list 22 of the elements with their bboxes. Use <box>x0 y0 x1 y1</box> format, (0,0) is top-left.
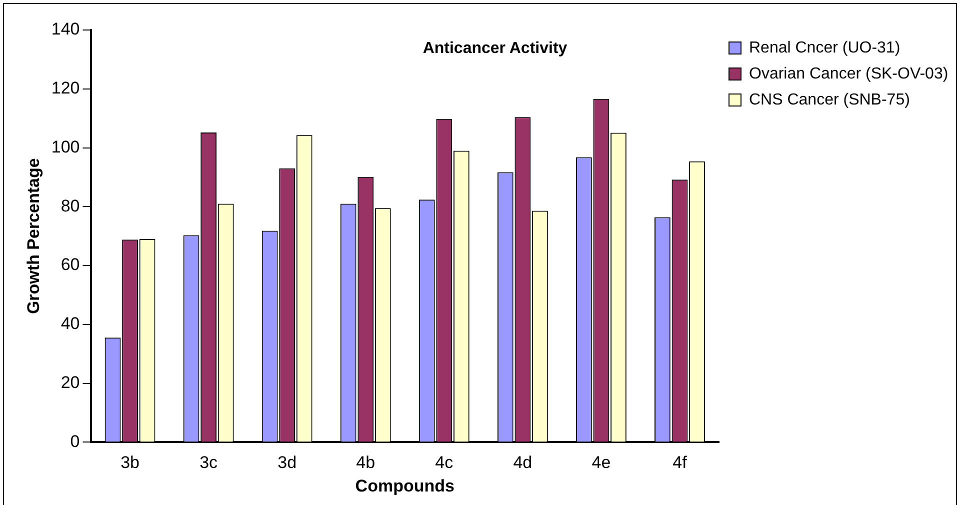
y-tick-label: 20 <box>60 373 80 392</box>
x-tick-label: 4c <box>435 453 454 472</box>
legend-label: CNS Cancer (SNB-75) <box>749 91 910 108</box>
text: Anticancer Activity <box>422 40 568 58</box>
x-tick-label: 3b <box>120 453 140 472</box>
y-tick-label: 40 <box>60 314 80 334</box>
y-axis-title: Growth Percentage <box>24 158 43 314</box>
x-tick-label: 4b <box>356 453 376 472</box>
x-tick-label: 4e <box>592 453 611 472</box>
x-tick-label: 3d <box>278 453 297 472</box>
y-tick-label: 140 <box>51 20 80 39</box>
y-tick-label: 120 <box>51 78 80 98</box>
y-tick-label: 0 <box>70 432 80 451</box>
y-tick-label: 100 <box>51 137 80 156</box>
legend-label: Ovarian Cancer (SK-OV-03) <box>749 65 948 82</box>
x-axis-title: Compounds <box>355 476 454 496</box>
x-tick-label: 4d <box>513 453 532 472</box>
y-tick-label: 60 <box>60 255 80 274</box>
y-tick-label: 80 <box>60 196 80 216</box>
legend-label: Renal Cncer (UO-31) <box>749 39 900 56</box>
x-tick-label: 3c <box>200 453 218 472</box>
x-tick-label: 4f <box>672 453 688 472</box>
